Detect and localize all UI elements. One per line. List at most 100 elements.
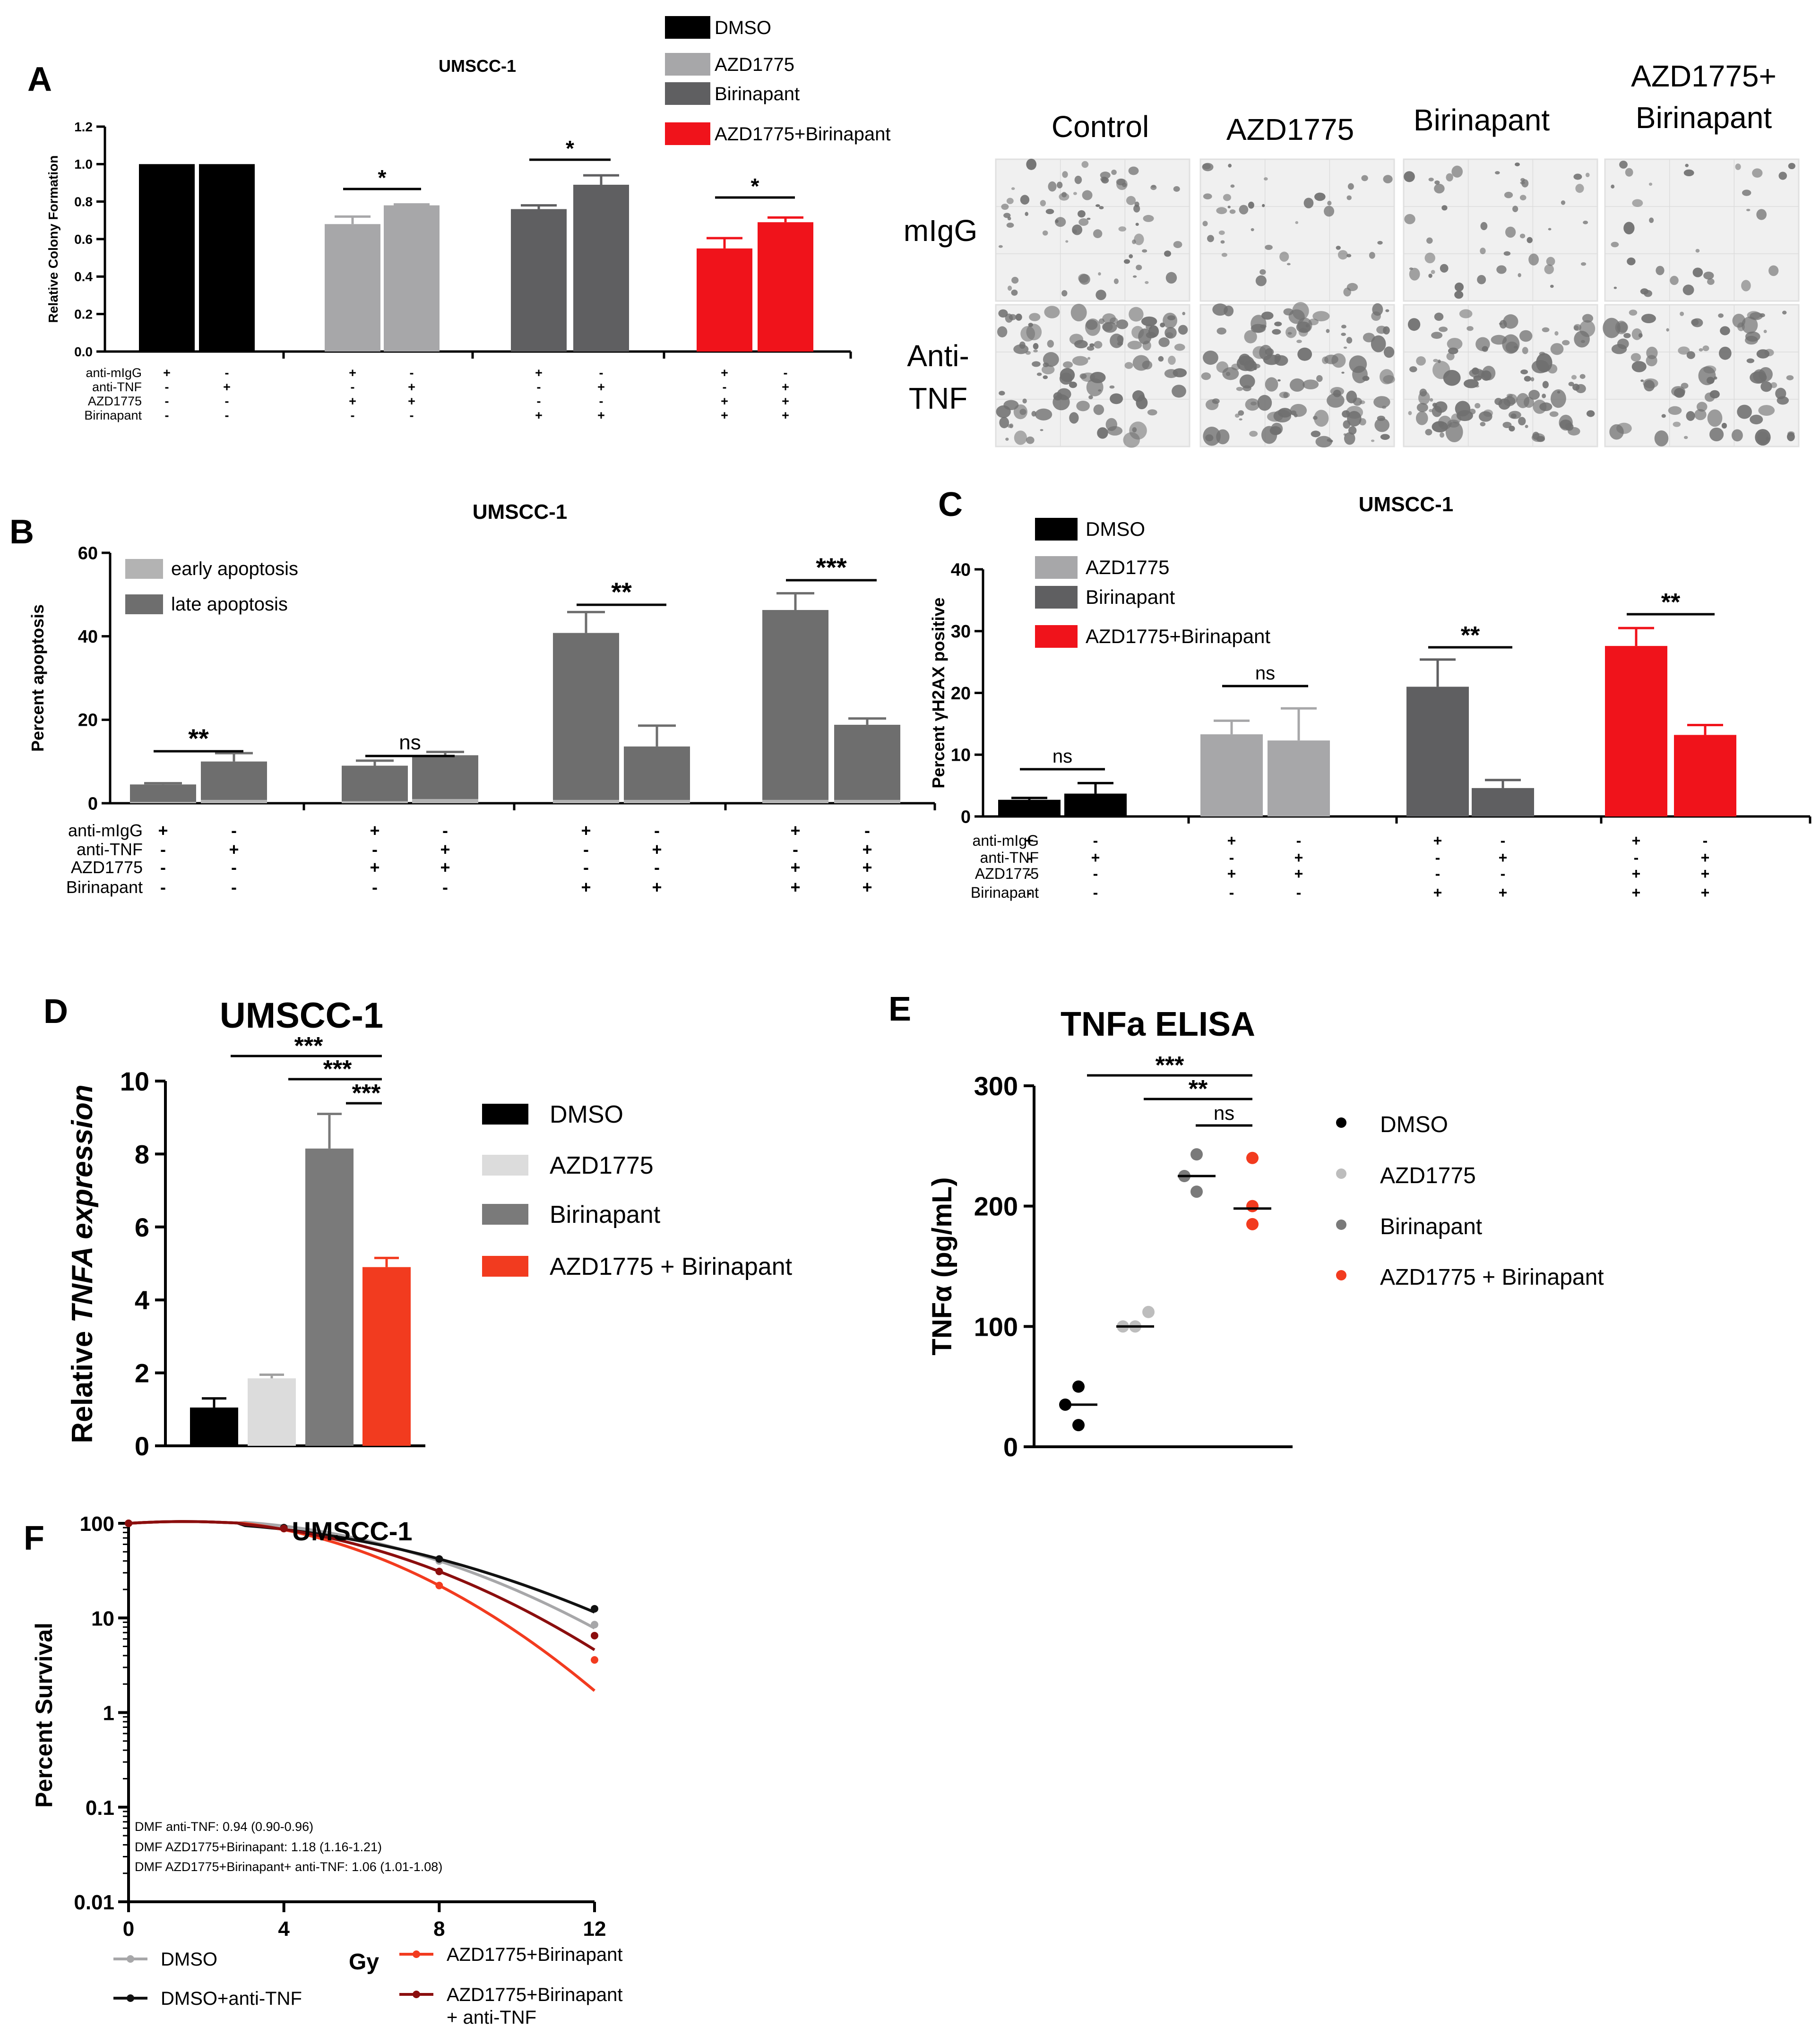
treatment-row-label: anti-mIgG (86, 366, 142, 380)
colony-dot (1741, 280, 1751, 292)
legend-label: AZD1775+Birinapant (447, 1944, 622, 1965)
colony-dot (1525, 425, 1528, 428)
x-tick-label: 0 (123, 1917, 134, 1941)
colony-dot (1019, 409, 1026, 415)
colony-dot (1502, 421, 1512, 429)
colony-dot (1032, 361, 1041, 367)
legend-swatch (482, 1256, 528, 1277)
colony-dot (1136, 265, 1142, 270)
treatment-sign: - (372, 877, 378, 897)
treatment-sign: + (790, 877, 800, 897)
treatment-sign: + (597, 408, 605, 422)
colony-dot (1029, 313, 1041, 321)
colony-dot (1294, 413, 1298, 418)
legend-label: DMSO (1086, 518, 1145, 540)
data-point (1246, 1151, 1259, 1164)
colony-dot (1770, 382, 1777, 388)
colony-dot (1380, 434, 1390, 440)
y-tick-label: 10 (951, 746, 971, 765)
colony-dot (1455, 401, 1471, 417)
colony-dot (998, 309, 1008, 318)
y-tick-label: 0 (1003, 1432, 1018, 1462)
treatment-sign: - (410, 408, 414, 422)
colony-dot (1244, 330, 1257, 344)
bar-late (834, 724, 900, 800)
significance-label: ** (1661, 589, 1681, 616)
y-axis-label: Percent γH2AX positive (929, 597, 948, 788)
survival-point (591, 1656, 598, 1664)
colony-dot (1330, 387, 1345, 396)
colony-dot (1201, 372, 1211, 380)
colony-dot (1100, 172, 1111, 179)
colony-dot (1346, 195, 1352, 200)
treatment-sign: - (165, 394, 169, 408)
colony-dot (1434, 183, 1445, 194)
treatment-sign: + (1227, 832, 1236, 849)
colony-dot (1022, 398, 1027, 404)
colony-dot (1087, 357, 1091, 360)
treatment-sign: + (1632, 832, 1641, 849)
colony-dot (1737, 404, 1752, 419)
colony-dot (1682, 284, 1694, 295)
colony-dot (1251, 228, 1254, 232)
chart-title: UMSCC-1 (220, 996, 383, 1036)
treatment-sign: - (1435, 865, 1440, 882)
legend-swatch (125, 559, 163, 579)
colony-dot (1477, 275, 1486, 284)
colony-column-header: Birinapant (1414, 103, 1550, 137)
colony-dot (1163, 312, 1178, 329)
colony-dot (1778, 172, 1787, 180)
legend-marker (127, 1955, 134, 1963)
colony-dot (1341, 325, 1346, 329)
colony-column-header: AZD1775 (1226, 112, 1354, 146)
legend-label: Birinapant (1086, 586, 1175, 608)
colony-dot (1251, 324, 1266, 333)
colony-dot (1264, 177, 1268, 180)
y-tick-label: 0.2 (74, 307, 93, 321)
y-tick-label: 20 (951, 684, 971, 704)
data-point (1190, 1148, 1203, 1161)
colony-dot (1132, 427, 1137, 433)
colony-dot (1073, 192, 1077, 195)
colony-dot (1072, 356, 1088, 366)
significance-label: ns (1052, 746, 1072, 767)
colony-dot (1518, 273, 1521, 277)
colony-dot (1617, 322, 1628, 333)
colony-dot (1288, 309, 1305, 324)
colony-dot (1746, 358, 1755, 363)
colony-dot (1347, 183, 1354, 190)
colony-dot (1086, 378, 1104, 396)
colony-dot (1036, 372, 1042, 376)
legend-label: AZD1775+Birinapant (715, 124, 890, 145)
treatment-sign: - (599, 394, 604, 408)
colony-dot (1173, 241, 1182, 249)
colony-dot (1273, 410, 1292, 423)
survival-point (435, 1581, 443, 1589)
treatment-sign: - (654, 821, 660, 840)
treatment-sign: + (782, 380, 789, 394)
colony-dot (1069, 334, 1084, 345)
significance-label: *** (816, 552, 847, 582)
significance-label: ns (1255, 663, 1275, 684)
colony-dot (1451, 165, 1463, 178)
colony-dot (1013, 344, 1029, 354)
colony-dot (1611, 241, 1619, 248)
treatment-sign: - (537, 394, 541, 408)
treatment-sign: + (1701, 865, 1710, 882)
chart-title: UMSCC-1 (292, 1516, 412, 1546)
survival-point (435, 1567, 443, 1575)
colony-dot (1033, 349, 1038, 352)
y-axis-label: Relative Colony Formation (46, 155, 60, 323)
colony-dot (1745, 331, 1760, 342)
colony-dot (1518, 417, 1526, 426)
colony-dot (1495, 171, 1500, 175)
colony-row-label: mIgG (904, 214, 977, 248)
treatment-row-label: anti-TNF (980, 849, 1039, 866)
colony-dot (1095, 290, 1106, 301)
treatment-sign: + (1025, 832, 1034, 849)
colony-dot (1142, 361, 1153, 369)
colony-dot (1252, 363, 1260, 369)
colony-dot (1786, 375, 1794, 380)
colony-dot (1249, 430, 1258, 437)
colony-dot (1129, 307, 1144, 322)
